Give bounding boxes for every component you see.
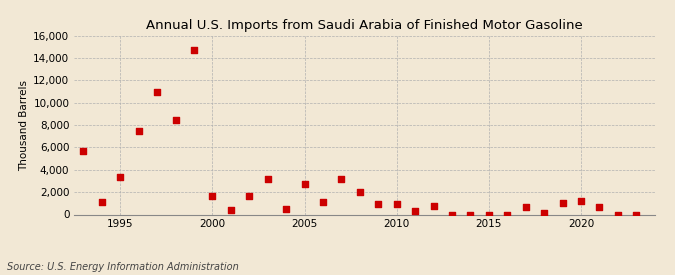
Point (207, 193, 218, 198)
Point (299, 182, 310, 186)
Point (225, 208, 236, 212)
Point (410, 209, 421, 213)
Point (594, 205, 605, 209)
Point (502, 212, 513, 217)
Point (336, 177, 347, 181)
Point (373, 202, 383, 207)
Point (483, 212, 494, 217)
Point (281, 207, 292, 211)
Point (152, 89, 163, 94)
Point (170, 117, 181, 122)
Point (465, 212, 476, 217)
Point (78, 148, 89, 153)
Point (428, 204, 439, 208)
Point (97, 200, 107, 204)
Point (447, 212, 458, 217)
Point (392, 202, 402, 207)
Point (134, 128, 144, 133)
Point (612, 212, 623, 217)
Point (539, 211, 549, 216)
Point (520, 205, 531, 209)
Point (244, 193, 254, 198)
Title: Annual U.S. Imports from Saudi Arabia of Finished Motor Gasoline: Annual U.S. Imports from Saudi Arabia of… (146, 19, 583, 32)
Point (318, 200, 329, 204)
Point (263, 177, 273, 181)
Point (576, 199, 587, 203)
Point (188, 48, 199, 53)
Point (631, 212, 642, 217)
Point (557, 201, 568, 205)
Text: Source: U.S. Energy Information Administration: Source: U.S. Energy Information Administ… (7, 262, 238, 272)
Point (115, 174, 126, 179)
Y-axis label: Thousand Barrels: Thousand Barrels (19, 80, 29, 170)
Point (354, 190, 365, 194)
